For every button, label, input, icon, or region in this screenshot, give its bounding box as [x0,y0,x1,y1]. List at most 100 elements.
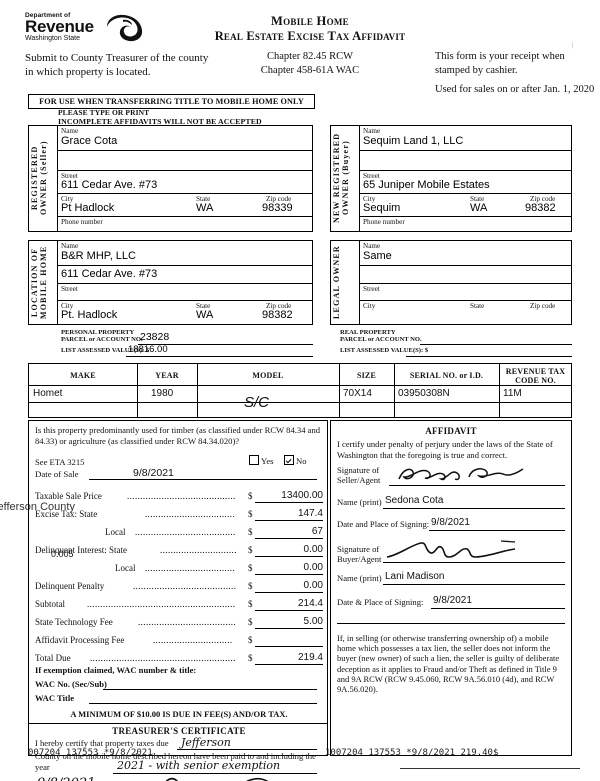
timber-no-option[interactable]: No [284,455,307,466]
tax-calculation-panel: Is this property predominantly used for … [28,420,328,781]
real-assessed-rule [406,356,572,357]
tax-row-dots: ............................. [160,545,237,555]
tax-row-rule [255,610,323,611]
tax-row-amount[interactable]: 147.4 [297,508,323,519]
tax-row-amount[interactable]: 219.4 [297,652,323,663]
treasurer-year-value[interactable]: 2021 - with senior exemption [117,759,281,772]
chapter-wac: Chapter 458-61A WAC [260,64,360,76]
legal-owner-vert-divider [359,240,360,325]
buyer-name-print-label: Name (print) [337,573,382,583]
seller-date-rule [429,530,565,531]
tax-row-dollar: $ [248,635,253,645]
buyer-name-label: Name [363,127,381,135]
treasurer-date-value[interactable]: 9/8/2021 [37,776,95,781]
location-name-value[interactable]: B&R MHP, LLC [61,250,136,262]
tax-row-rule [255,556,323,557]
chapter-references: Chapter 82.45 RCW Chapter 458-61A WAC [200,50,420,77]
bottom-rule [400,768,580,769]
buyer-name-print-value[interactable]: Lani Madison [385,571,445,582]
seller-signature [398,468,524,481]
eta-reference: See ETA 3215 [35,457,85,467]
page-corner-mark: | [572,41,574,49]
affidavit-title: AFFIDAVIT [425,426,477,436]
seller-vert-divider [57,125,58,232]
buyer-city-rule [359,216,572,217]
buyer-city-value[interactable]: Sequim [363,202,401,214]
buyer-date-label: Date & Place of Signing: [337,597,424,607]
personal-assessed-label: LIST ASSESSED VALUE(S): $ [61,347,150,354]
wac-no-rule [103,689,317,690]
location-box [28,240,313,325]
tax-row-rule [255,592,323,593]
buyer-vert-divider [359,125,360,232]
tax-row-affidavit-processing-fee: Affidavit Processing Fee ...............… [35,633,323,650]
personal-assessed-value[interactable]: 18816.00 [128,344,168,355]
vt-header-model: MODEL [252,371,284,380]
cashier-stamp-left: 007204 137553 *9/8/2021 [28,748,153,758]
vt-sep-1 [137,364,138,417]
seller-state-value[interactable]: WA [196,202,214,214]
treasurer-county-rule [177,749,317,750]
personal-property-label-1: PERSONAL PROPERTY [61,329,135,336]
please-type-note: PLEASE TYPE OR PRINT [58,108,150,117]
tax-row-amount[interactable]: 0.00 [303,544,323,555]
personal-property-label-2: PARCEL or ACCOUNT NO. [61,336,143,343]
buyer-zip-value[interactable]: 98382 [525,202,556,214]
buyer-signature-rule [383,562,565,563]
treasurer-section-divider [29,723,327,724]
location-zip-value[interactable]: 98382 [262,309,293,321]
seller-name-print-value[interactable]: Sedona Cota [385,495,444,506]
tax-row-dots: .................................. [145,563,236,573]
used-for-note: Used for sales on or after Jan. 1, 2020 [435,84,595,95]
buyer-street-value[interactable]: 65 Juniper Mobile Estates [363,179,490,191]
buyer-name-value[interactable]: Sequim Land 1, LLC [363,135,464,147]
no-checkbox[interactable] [284,455,294,465]
submit-note: Submit to County Treasurer of the county… [25,52,209,78]
personal-property-parcel[interactable]: 23828 [140,331,170,343]
tax-row-label: Total Due [35,653,71,663]
form-title-line1: Mobile Home [271,14,349,28]
buyer-side-label: NEW REGISTERED OWNER (Buyer) [332,132,350,224]
seller-date-value[interactable]: 9/8/2021 [431,517,470,528]
seller-zip-value[interactable]: 98339 [262,202,293,214]
treasurer-county-value[interactable]: Jefferson [181,736,231,749]
vt-header-serial: SERIAL NO. or I.D. [409,371,484,380]
seller-signature-rule [389,485,565,486]
vt-value-serial[interactable]: 03950308N [398,388,450,399]
vt-value-make[interactable]: Homet [33,388,63,399]
buyer-state-value[interactable]: WA [470,202,488,214]
tax-row-total-due: Total Due ..............................… [35,651,323,668]
treasurer-line1: I hereby certify that property taxes due [35,738,169,748]
tax-row-amount[interactable]: 0.00 [303,580,323,591]
tax-row-delinq-interest-state: Delinquent Interest: State .............… [35,543,323,560]
tax-row-delinq-interest-local: Local ..................................… [35,561,323,578]
tax-row-dollar: $ [248,545,253,555]
vt-value-revenue-code[interactable]: 11M [503,388,522,399]
vt-value-model-handwritten: S/C [244,394,270,411]
buyer-box [330,125,572,232]
buyer-date-value[interactable]: 9/8/2021 [433,595,472,606]
tax-row-amount[interactable]: 0.00 [303,562,323,573]
seller-street-rule [57,193,313,194]
vt-value-size[interactable]: 70X14 [343,388,372,399]
location-city-value[interactable]: Pt. Hadlock [61,309,118,321]
timber-yes-option[interactable]: Yes [249,455,274,466]
yes-checkbox[interactable] [249,455,259,465]
tax-row-amount[interactable]: 13400.00 [281,490,323,501]
location-street-value[interactable]: 611 Cedar Ave. #73 [61,268,158,280]
buyer-date-rule [431,608,565,609]
tax-row-amount[interactable]: 5.00 [303,616,323,627]
seller-name-value[interactable]: Grace Cota [61,135,118,147]
tax-row-amount[interactable]: 214.4 [297,598,323,609]
date-of-sale-value[interactable]: 9/8/2021 [133,467,174,479]
tax-row-rule [255,664,323,665]
seller-city-value[interactable]: Pt Hadlock [61,202,115,214]
tax-row-amount[interactable]: 67 [311,526,323,537]
seller-street-value[interactable]: 611 Cedar Ave. #73 [61,179,158,191]
seller-date-label: Date and Place of Signing: [337,519,430,529]
document-header: Department of Revenue Washington State S… [0,0,600,100]
vt-value-year[interactable]: 1980 [151,388,174,399]
tax-row-label: State Technology Fee [35,617,113,627]
legal-owner-name-value[interactable]: Same [363,250,392,262]
location-state-value[interactable]: WA [196,309,214,321]
